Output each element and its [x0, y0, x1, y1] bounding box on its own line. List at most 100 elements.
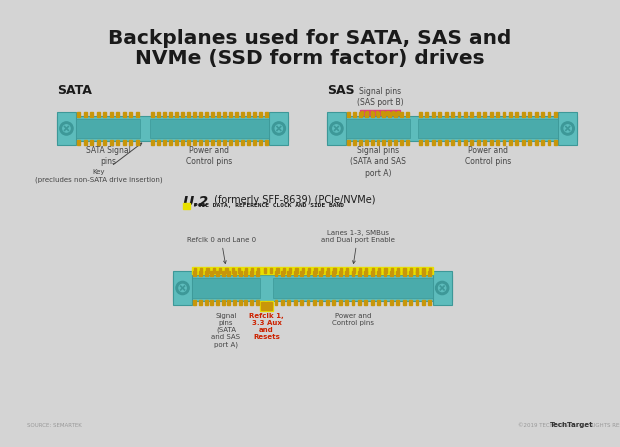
Bar: [275, 271, 277, 276]
Bar: [239, 300, 242, 305]
Bar: [169, 112, 172, 117]
Bar: [288, 300, 290, 305]
Bar: [244, 271, 247, 276]
Bar: [173, 271, 192, 305]
Bar: [187, 112, 190, 117]
Text: PCIE DATA, REFERENCE CLOCK AND SIDE BAND: PCIE DATA, REFERENCE CLOCK AND SIDE BAND: [194, 203, 344, 208]
Text: TechTarget: TechTarget: [549, 422, 593, 428]
Circle shape: [179, 284, 186, 291]
Bar: [314, 268, 317, 274]
Bar: [211, 112, 214, 117]
Bar: [509, 140, 512, 144]
Bar: [541, 140, 544, 144]
Bar: [415, 271, 419, 276]
Bar: [404, 268, 405, 274]
Bar: [84, 112, 87, 117]
Bar: [78, 112, 80, 117]
Bar: [283, 268, 285, 274]
Text: Refclk 1,
3.3 Aux
and
Resets: Refclk 1, 3.3 Aux and Resets: [249, 312, 284, 340]
Bar: [528, 140, 531, 144]
Circle shape: [561, 122, 574, 135]
Bar: [157, 140, 160, 144]
Text: (formerly SFF-8639) (PCIe/NVMe): (formerly SFF-8639) (PCIe/NVMe): [211, 194, 375, 205]
Bar: [200, 268, 202, 274]
Bar: [149, 119, 270, 138]
Bar: [181, 140, 184, 144]
Bar: [419, 140, 422, 144]
Bar: [376, 110, 378, 115]
Bar: [438, 140, 441, 144]
Bar: [199, 300, 202, 305]
Bar: [383, 112, 385, 117]
Bar: [388, 140, 391, 144]
Bar: [371, 140, 373, 144]
Bar: [419, 112, 422, 117]
Bar: [211, 140, 214, 144]
Bar: [429, 268, 431, 274]
Bar: [422, 271, 425, 276]
Bar: [371, 110, 373, 115]
Bar: [169, 140, 172, 144]
Bar: [359, 140, 362, 144]
Bar: [496, 112, 499, 117]
Circle shape: [330, 122, 343, 135]
Bar: [409, 271, 412, 276]
Bar: [244, 300, 247, 305]
Bar: [151, 140, 154, 144]
Bar: [509, 112, 512, 117]
Bar: [346, 268, 348, 274]
Bar: [110, 140, 113, 144]
Bar: [391, 268, 393, 274]
Bar: [288, 271, 290, 276]
Bar: [247, 140, 250, 144]
Bar: [340, 268, 342, 274]
Bar: [199, 140, 202, 144]
Bar: [235, 112, 238, 117]
Bar: [193, 112, 196, 117]
Bar: [187, 140, 190, 144]
Bar: [339, 300, 342, 305]
Bar: [471, 112, 473, 117]
Bar: [484, 112, 486, 117]
Bar: [205, 112, 208, 117]
Bar: [378, 268, 380, 274]
Bar: [484, 140, 486, 144]
Bar: [394, 140, 397, 144]
Bar: [528, 112, 531, 117]
Circle shape: [272, 122, 285, 135]
Bar: [219, 268, 221, 274]
Text: ©2019 TECHTARGET, ALL RIGHTS RESERVED: ©2019 TECHTARGET, ALL RIGHTS RESERVED: [518, 423, 620, 428]
Bar: [438, 112, 441, 117]
Bar: [345, 271, 348, 276]
Bar: [57, 112, 76, 144]
Bar: [332, 271, 335, 276]
Bar: [410, 268, 412, 274]
Bar: [477, 140, 480, 144]
Bar: [199, 112, 202, 117]
Bar: [250, 271, 253, 276]
Bar: [326, 300, 329, 305]
Bar: [192, 267, 433, 274]
Bar: [388, 112, 391, 117]
Bar: [376, 140, 379, 144]
Bar: [110, 112, 113, 117]
Bar: [361, 110, 363, 115]
Bar: [352, 271, 355, 276]
Text: SATA: SATA: [57, 84, 92, 97]
Bar: [163, 140, 166, 144]
Bar: [522, 140, 525, 144]
Bar: [302, 268, 304, 274]
Bar: [175, 112, 178, 117]
Bar: [123, 140, 126, 144]
Text: SAS: SAS: [327, 84, 355, 97]
Bar: [319, 300, 322, 305]
Bar: [268, 302, 270, 310]
Bar: [347, 112, 350, 117]
Text: NVMe (SSD form factor) drives: NVMe (SSD form factor) drives: [135, 49, 485, 68]
Bar: [425, 112, 428, 117]
Bar: [216, 271, 219, 276]
Circle shape: [564, 125, 572, 132]
Bar: [130, 112, 132, 117]
Bar: [534, 112, 538, 117]
Bar: [319, 271, 322, 276]
